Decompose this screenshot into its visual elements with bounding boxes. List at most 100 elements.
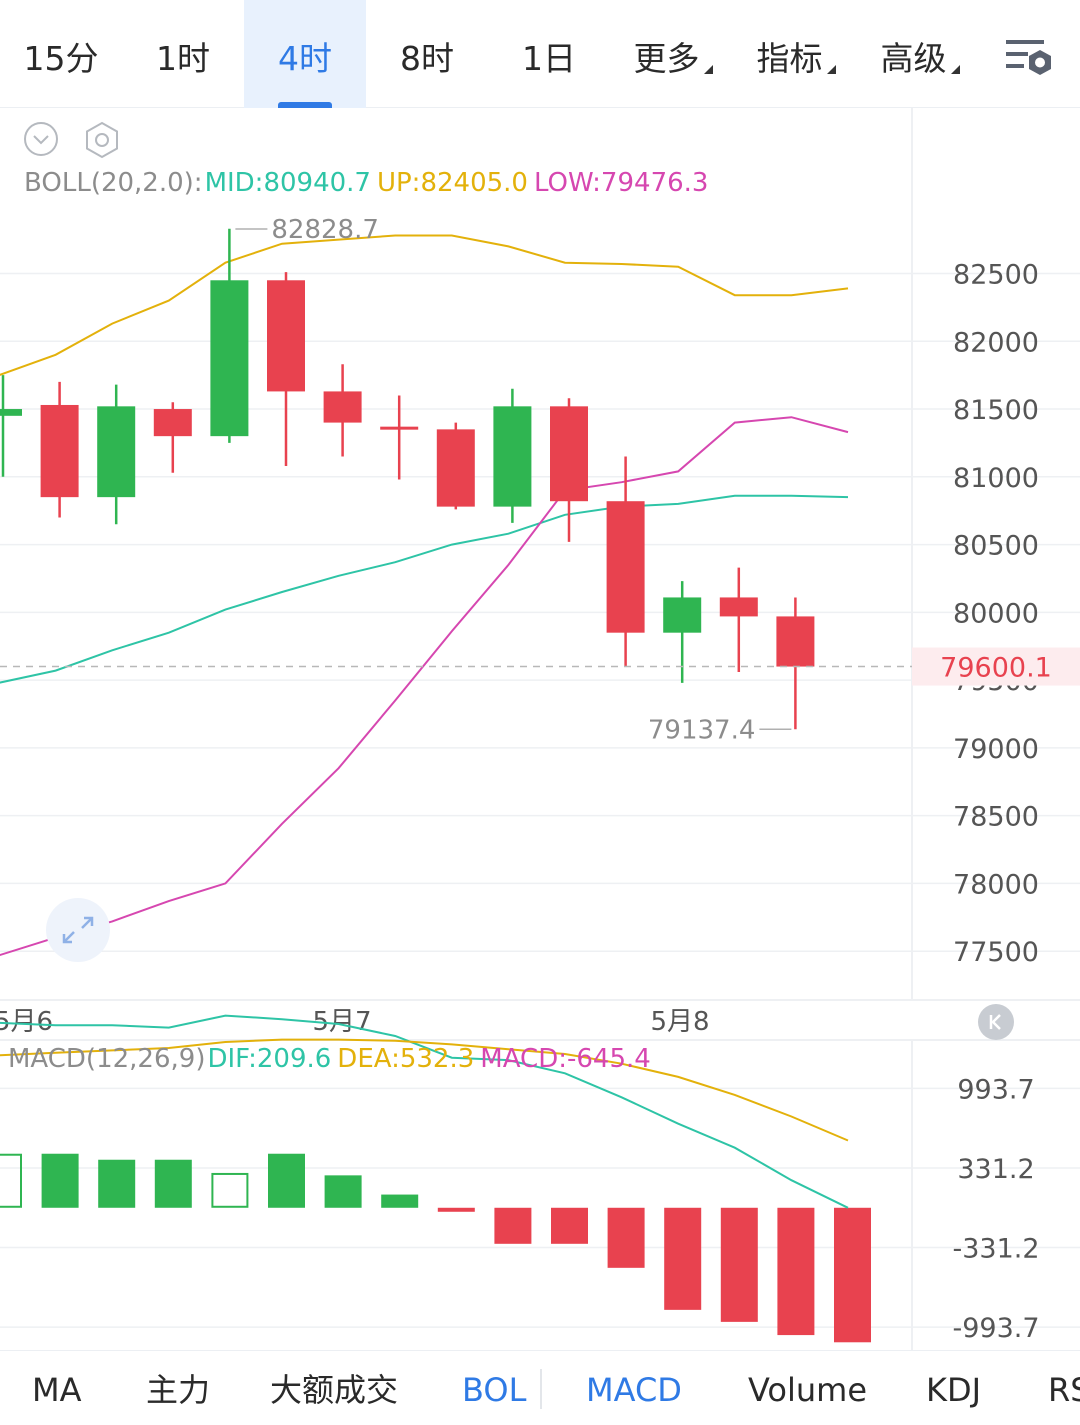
- price-tick-label: 82500: [953, 260, 1039, 291]
- candle-body: [663, 597, 702, 633]
- candle-body: [493, 406, 532, 507]
- macd-legend: MACD(12,26,9)DIF:209.6 DEA:532.3 MACD:-645…: [8, 1044, 657, 1074]
- scroll-to-latest-button[interactable]: [978, 1004, 1014, 1040]
- macd-bar: [98, 1159, 136, 1208]
- candle-body: [210, 280, 249, 437]
- tab-6[interactable]: 指标: [734, 0, 858, 108]
- indicator-tab-2[interactable]: 大额成交: [270, 1371, 399, 1409]
- macd-tick-label: -993.7: [952, 1313, 1039, 1344]
- tab-0[interactable]: 15分: [0, 0, 122, 108]
- candle-body: [40, 404, 79, 498]
- dropdown-caret-icon: [950, 65, 960, 74]
- macd-dif: DIF:209.6: [207, 1044, 332, 1074]
- chart-settings-icon: [1006, 40, 1051, 75]
- price-tick-label: 81500: [953, 395, 1039, 426]
- macd-value: MACD:-645.4: [480, 1044, 651, 1074]
- dropdown-caret-icon: [703, 65, 713, 74]
- price-tick-label: 80000: [953, 598, 1039, 629]
- boll-name: BOLL(20,2.0):: [24, 168, 203, 198]
- candle-body: [719, 597, 758, 617]
- tab-7[interactable]: 高级: [858, 0, 982, 108]
- boll-mid: MID:80940.7: [204, 168, 371, 198]
- macd-bar: [494, 1207, 532, 1244]
- active-tab-indicator: [278, 102, 332, 108]
- high-price-label: 82828.7: [271, 215, 379, 245]
- candle-body: [0, 409, 22, 416]
- candle-body: [323, 391, 362, 423]
- candlestick-chart[interactable]: 8250082000815008100080500800007950079000…: [0, 108, 1080, 1350]
- macd-bar: [324, 1175, 362, 1208]
- macd-bar: [0, 1153, 22, 1208]
- tab-label: 更多: [633, 39, 700, 78]
- indicator-tab-7[interactable]: RS: [1048, 1371, 1080, 1409]
- time-axis-label: 5月8: [650, 1007, 709, 1037]
- dropdown-caret-icon: [826, 65, 836, 74]
- boll-mid-line: [0, 494, 849, 684]
- price-tick-label: 78500: [953, 802, 1039, 833]
- macd-bar: [720, 1207, 758, 1322]
- indicator-tab-3[interactable]: BOL: [462, 1371, 527, 1409]
- boll-up: UP:82405.0: [376, 168, 528, 198]
- macd-bar: [777, 1207, 815, 1336]
- chart-settings-button[interactable]: [1000, 34, 1060, 82]
- macd-tick-label: 993.7: [957, 1074, 1034, 1105]
- tab-1[interactable]: 1时: [122, 0, 244, 108]
- low-price-label: 79137.4: [648, 715, 756, 745]
- boll-low-line: [0, 416, 849, 957]
- macd-bar: [437, 1207, 475, 1212]
- price-tick-label: 78000: [953, 869, 1039, 900]
- tab-label: 15分: [23, 39, 99, 78]
- macd-bar: [211, 1172, 249, 1208]
- skip-to-end-icon: [989, 1014, 1001, 1030]
- tab-label: 高级: [880, 39, 947, 78]
- candle-body: [153, 409, 192, 437]
- macd-bar: [41, 1153, 79, 1208]
- tab-2[interactable]: 4时: [244, 0, 366, 108]
- price-tick-label: 77500: [953, 937, 1039, 968]
- tab-4[interactable]: 1日: [488, 0, 610, 108]
- boll-legend: BOLL(20,2.0):MID:80940.7 UP:82405.0 LOW:79…: [24, 168, 714, 198]
- macd-bar: [551, 1207, 588, 1244]
- macd-dea: DEA:532.3: [337, 1044, 475, 1074]
- tab-label: 1日: [522, 39, 576, 78]
- price-tick-label: 80500: [953, 531, 1039, 562]
- tab-3[interactable]: 8时: [366, 0, 488, 108]
- macd-tick-label: 331.2: [957, 1154, 1034, 1185]
- indicator-tab-4[interactable]: MACD: [586, 1371, 682, 1409]
- price-tick-label: 79000: [953, 734, 1039, 765]
- candle-body: [606, 501, 645, 633]
- boll-up-line: [0, 234, 849, 376]
- tab-label: 指标: [756, 39, 823, 78]
- macd-bar: [664, 1207, 702, 1310]
- tab-5[interactable]: 更多: [612, 0, 734, 108]
- timeframe-bar: 15分 1时 4时 8时 1日 更多 指标 高级: [0, 0, 1080, 108]
- indicator-bar: MA 主力 大额成交 BOL MACD Volume KDJ RS: [0, 1350, 1080, 1425]
- current-price-tag: [912, 647, 1080, 686]
- indicator-tab-5[interactable]: Volume: [748, 1371, 868, 1409]
- expand-icon: [62, 916, 94, 944]
- time-axis-label: 5月6: [0, 1007, 53, 1037]
- candle-body: [776, 616, 815, 667]
- indicator-tab-0[interactable]: MA: [32, 1371, 82, 1409]
- tab-label: 1时: [156, 39, 210, 78]
- settings-gear-icon[interactable]: [82, 120, 122, 160]
- price-tick-label: 82000: [953, 327, 1039, 358]
- boll-low: LOW:79476.3: [533, 168, 709, 198]
- dif-line: [0, 1014, 849, 1209]
- macd-bar: [381, 1194, 419, 1208]
- indicator-divider: [540, 1369, 542, 1409]
- expand-chart-button[interactable]: [46, 898, 110, 962]
- tab-label: 8时: [400, 39, 454, 78]
- candle-body: [436, 429, 475, 507]
- macd-bar: [607, 1207, 645, 1268]
- indicator-tab-1[interactable]: 主力: [146, 1371, 211, 1409]
- price-tick-label: 81000: [953, 463, 1039, 494]
- collapse-icon[interactable]: [22, 120, 60, 158]
- current-price-label: 79600.1: [940, 653, 1052, 684]
- indicator-tab-6[interactable]: KDJ: [926, 1371, 982, 1409]
- macd-name: MACD(12,26,9): [8, 1044, 206, 1074]
- candle-body: [267, 280, 305, 392]
- candle-body: [380, 426, 419, 430]
- macd-bar: [154, 1159, 192, 1208]
- candle-body: [97, 406, 136, 498]
